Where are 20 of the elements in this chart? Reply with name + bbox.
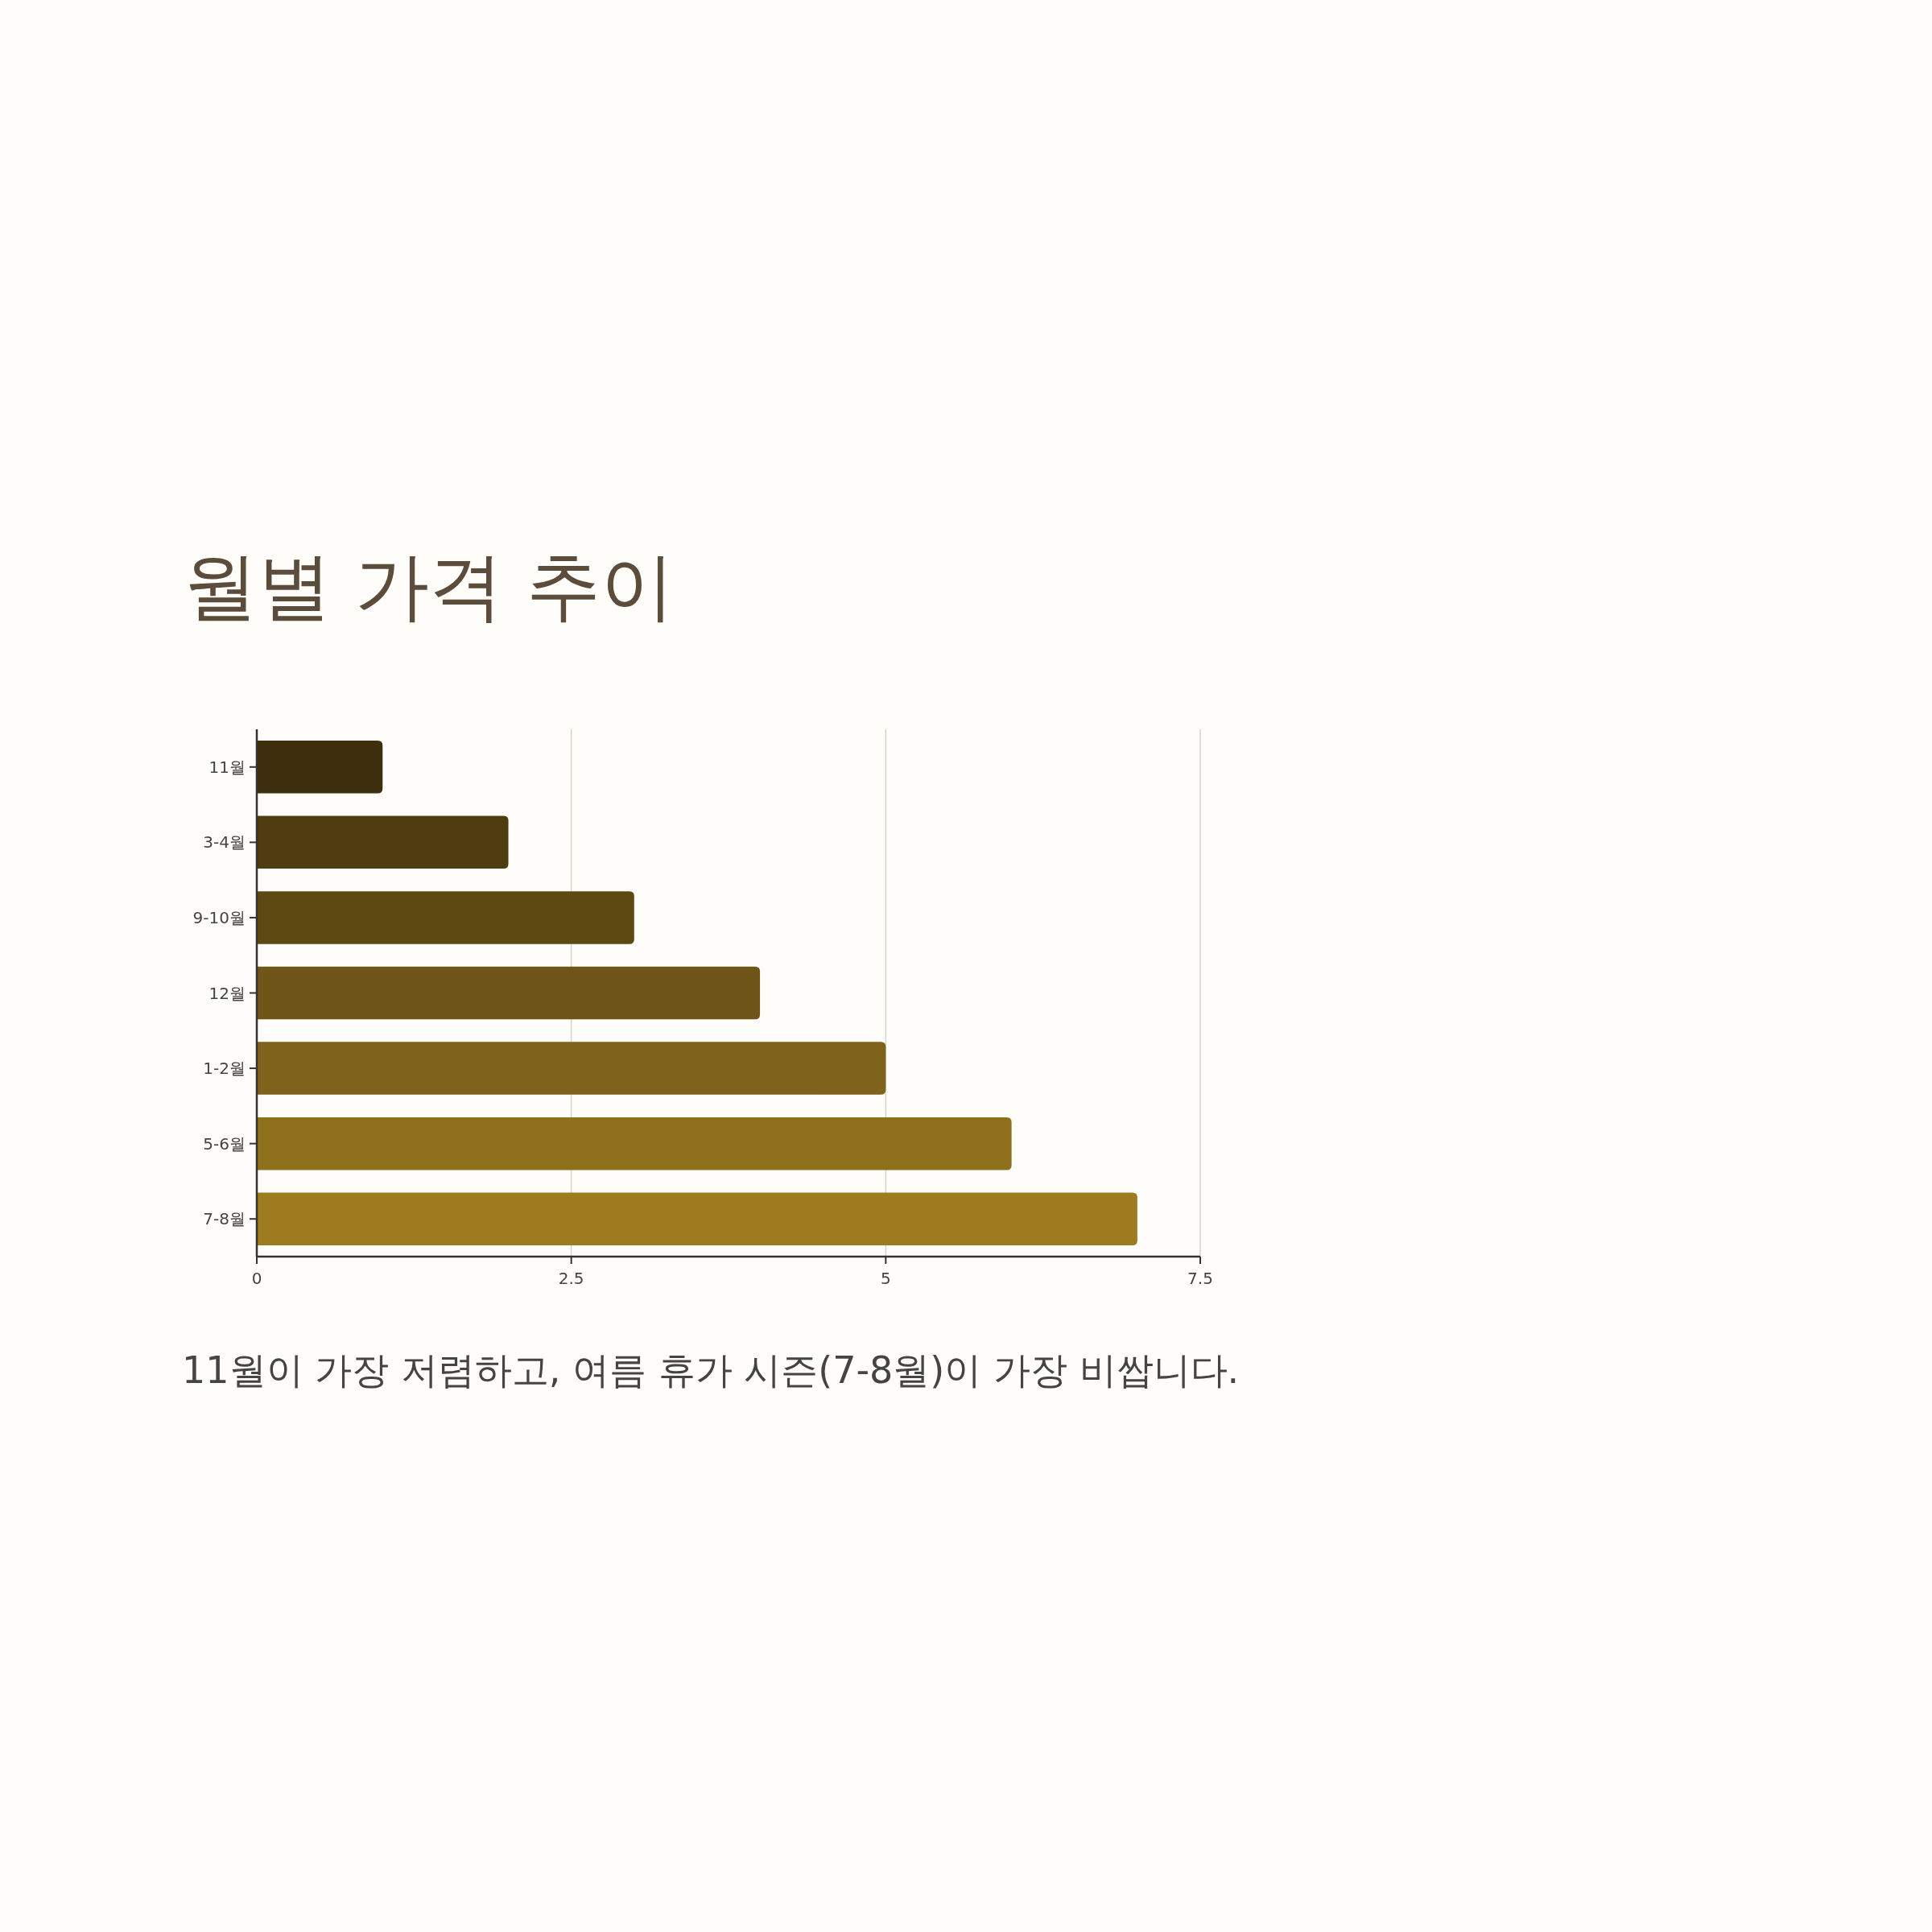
y-tick-label: 5-6월: [203, 1133, 246, 1154]
text: 11월이 가장 저렴하고, 여름 휴가 시즌(7-8월)이 가장 비쌉니다.: [182, 1348, 1240, 1392]
x-tick-label: 7.5: [1187, 1269, 1213, 1288]
chart-title: 월별 가격 추이: [184, 543, 675, 630]
y-tick-label: 1-2월: [203, 1059, 246, 1079]
x-tick-label: 2.5: [558, 1269, 584, 1288]
bar: [257, 815, 509, 869]
y-tick-label: 7-8월: [203, 1209, 246, 1229]
y-tick-label: 9-10월: [192, 907, 246, 927]
bar: [257, 966, 761, 1020]
bar: [257, 1042, 886, 1095]
x-tick-label: 5: [880, 1269, 891, 1288]
y-tick-label: 3-4월: [203, 832, 246, 852]
bar: [257, 741, 383, 794]
bar: [257, 891, 634, 944]
y-tick-label: 11월: [208, 757, 246, 777]
x-tick-label: 0: [251, 1269, 262, 1288]
y-tick-label: 12월: [208, 983, 246, 1003]
bar: [257, 1117, 1012, 1170]
bar: [257, 1192, 1137, 1245]
